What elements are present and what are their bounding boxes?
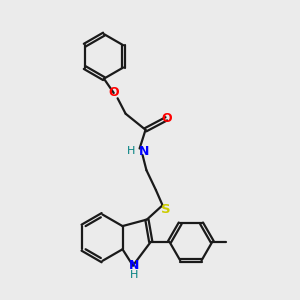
Text: H: H — [130, 270, 139, 280]
Text: H: H — [127, 146, 135, 157]
Text: S: S — [160, 203, 170, 216]
Text: O: O — [108, 86, 119, 99]
Text: O: O — [162, 112, 172, 125]
Text: N: N — [139, 145, 149, 158]
Text: N: N — [129, 259, 140, 272]
